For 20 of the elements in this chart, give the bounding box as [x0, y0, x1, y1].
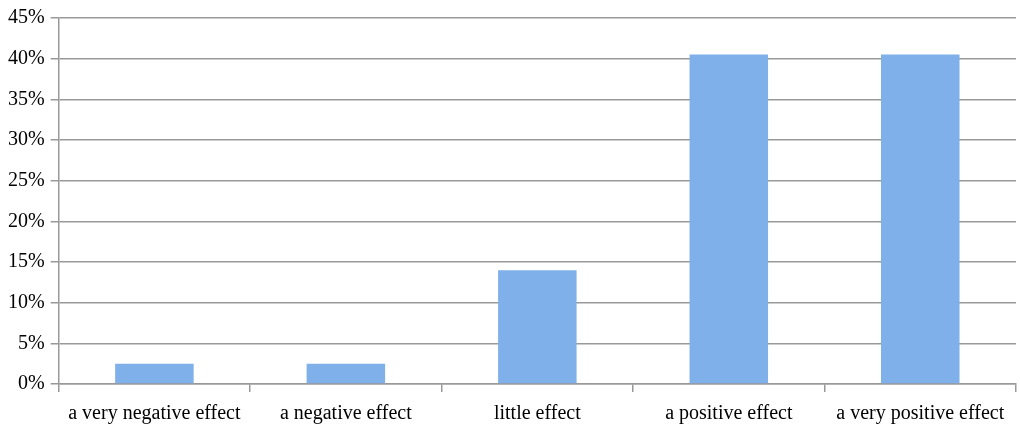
- y-tick-label: 20%: [7, 208, 45, 231]
- y-tick-label: 15%: [7, 249, 45, 272]
- x-tick-label: a negative effect: [279, 401, 413, 425]
- y-tick-label: 5%: [17, 330, 45, 353]
- x-tick-label: a very positive effect: [836, 401, 1005, 425]
- bar: [306, 363, 386, 384]
- y-tick-label: 40%: [7, 45, 45, 68]
- x-tick-label: a very negative effect: [68, 401, 241, 425]
- y-tick-label: 10%: [7, 289, 45, 312]
- bar: [689, 54, 769, 384]
- y-tick-label: 45%: [7, 5, 45, 28]
- bar: [881, 54, 960, 384]
- bar: [115, 363, 194, 384]
- bar: [498, 270, 577, 384]
- y-tick-label: 30%: [7, 127, 45, 150]
- x-tick-label: a positive effect: [665, 401, 793, 425]
- x-tick-label: little effect: [493, 401, 582, 424]
- y-tick-label: 25%: [7, 167, 45, 190]
- y-tick-label: 35%: [7, 86, 45, 109]
- y-tick-label: 0%: [17, 371, 45, 394]
